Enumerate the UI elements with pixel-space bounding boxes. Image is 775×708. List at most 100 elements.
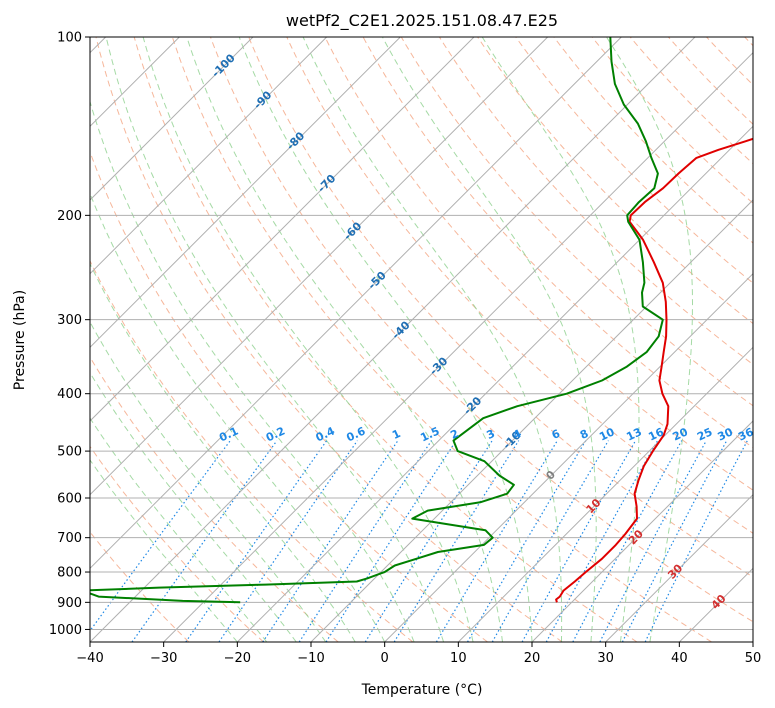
dry-adiabat <box>668 37 753 125</box>
isotherm-line <box>90 37 254 201</box>
mixing-ratio-line <box>521 440 637 642</box>
y-tick-label: 600 <box>57 492 82 507</box>
mixing-ratio-line <box>466 440 587 642</box>
y-tick-label: 400 <box>57 387 82 402</box>
x-tick-label: 50 <box>745 651 762 666</box>
mixing-ratio-label: 13 <box>624 425 643 443</box>
temperature-profile <box>555 137 753 603</box>
y-tick-label: 1000 <box>49 623 82 638</box>
x-tick-label: 10 <box>450 651 467 666</box>
dry-adiabat <box>324 37 753 491</box>
dry-adiabat <box>90 531 190 642</box>
y-tick-label: 300 <box>57 313 82 328</box>
moist-adiabat <box>606 37 693 642</box>
moist-adiabat <box>90 371 297 642</box>
dry-adiabat <box>95 37 563 642</box>
mixing-ratio-line <box>435 440 558 642</box>
moist-adiabat <box>105 37 445 642</box>
dewpoint-profile <box>90 37 664 604</box>
dry-adiabat <box>90 356 339 642</box>
mixing-ratio-label: 0.4 <box>314 424 337 444</box>
background-lines <box>90 37 753 642</box>
mixing-ratio-label: 20 <box>671 425 691 443</box>
y-tick-label: 700 <box>57 531 82 546</box>
x-tick-label: −10 <box>297 651 324 666</box>
y-axis-ticks: 100 200 300 400 500 600 700 800 900 1000 <box>49 31 90 638</box>
y-tick-label: 800 <box>57 566 82 581</box>
dry-adiabat <box>171 37 712 642</box>
isotherm-line <box>310 199 753 642</box>
dry-adiabat <box>477 37 753 325</box>
dry-adiabat <box>248 37 753 578</box>
chart-title: wetPf2_C2E1.2025.151.08.47.E25 <box>286 11 558 31</box>
x-tick-label: 20 <box>524 651 541 666</box>
dry-adiabat <box>744 37 753 47</box>
moist-adiabat <box>90 192 386 642</box>
isotherm-line <box>90 37 622 570</box>
isotherm-line <box>384 272 753 642</box>
moist-adiabat <box>90 417 268 642</box>
dry-adiabat <box>90 150 488 642</box>
x-tick-label: 30 <box>597 651 614 666</box>
isotherm-line <box>236 125 753 642</box>
isotherm-line <box>531 420 753 642</box>
isotherm-line <box>90 37 549 496</box>
moist-adiabat <box>90 262 356 642</box>
x-axis-ticks: −40 −30 −20 −10 0 10 20 30 40 50 <box>76 642 761 666</box>
mixing-ratio-label: 36 <box>736 425 756 443</box>
dry-adiabat <box>400 37 753 407</box>
moist-adiabat <box>90 99 415 642</box>
y-tick-label: 500 <box>57 445 82 460</box>
x-tick-label: −20 <box>224 651 251 666</box>
x-tick-label: −30 <box>150 651 177 666</box>
moist-adiabat <box>186 37 503 642</box>
mixing-ratio-label: 3 <box>485 427 497 442</box>
profile-lines <box>90 37 753 604</box>
isotherm-line <box>678 567 753 642</box>
mixing-ratio-label: 25 <box>695 425 714 443</box>
mixing-ratio-label: 1 <box>390 427 402 442</box>
y-tick-label: 100 <box>57 31 82 46</box>
dry-adiabat <box>706 37 753 86</box>
isotherm-line <box>90 37 475 422</box>
dry-adiabat <box>591 37 753 204</box>
dry-adiabat <box>210 37 753 623</box>
isotherm-line <box>90 37 328 275</box>
mixing-ratio-line <box>131 440 278 642</box>
moist-adiabat <box>90 459 238 642</box>
mixing-ratio-line <box>185 440 328 642</box>
mixing-ratio-label: 0.2 <box>264 424 287 444</box>
mixing-ratio-line <box>545 440 659 642</box>
y-tick-label: 200 <box>57 209 82 224</box>
dry-adiabat <box>629 37 753 165</box>
mixing-ratio-line <box>325 440 457 642</box>
mixing-ratio-line <box>572 440 683 642</box>
moist-adiabat <box>238 37 533 642</box>
mixing-ratio-line <box>393 440 520 642</box>
x-tick-label: −40 <box>76 651 103 666</box>
mixing-ratio-label: 0.1 <box>217 424 240 444</box>
moist-adiabat <box>302 37 563 642</box>
moist-adiabat <box>381 37 597 642</box>
moist-adiabat <box>142 37 474 642</box>
dry-adiabat <box>553 37 753 244</box>
mixing-ratio-label: 8 <box>578 427 590 442</box>
mixing-ratio-label: 30 <box>716 425 736 443</box>
mixing-ratio-label: 6 <box>550 427 563 442</box>
x-tick-label: 0 <box>381 651 389 666</box>
mixing-ratio-line <box>599 440 707 642</box>
isotherm-line <box>457 346 753 642</box>
y-axis-label: Pressure (hPa) <box>12 290 28 390</box>
dry-adiabat <box>133 37 638 642</box>
dry-adiabat <box>90 445 264 642</box>
moist-adiabat <box>90 321 327 642</box>
plot-frame <box>89 36 754 643</box>
mixing-ratio-line <box>364 440 493 642</box>
isotherm-line <box>605 493 753 642</box>
isotherm-line <box>90 37 696 642</box>
mixing-ratio-label: 2 <box>448 427 460 442</box>
mixing-ratio-label: 10 <box>597 425 617 443</box>
isotherm-line <box>752 641 753 642</box>
mixing-ratio-line <box>298 440 432 642</box>
